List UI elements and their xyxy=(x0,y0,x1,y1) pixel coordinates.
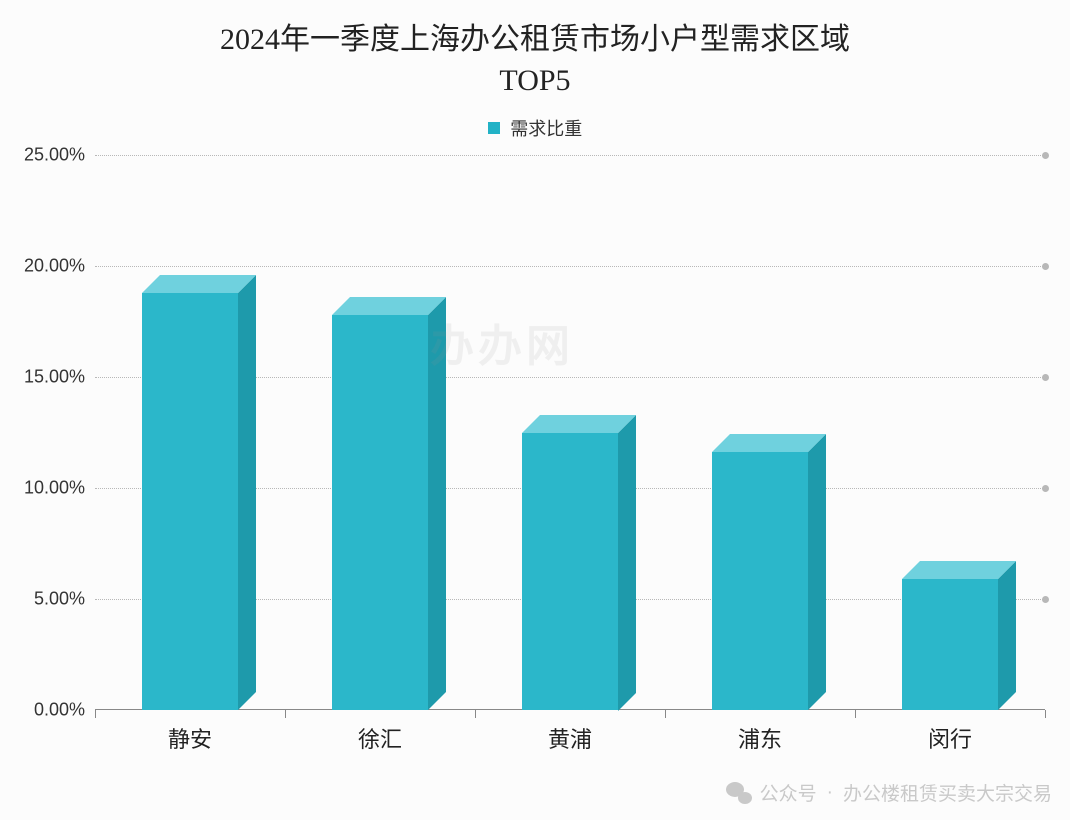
bar xyxy=(902,561,1016,710)
x-tick-label: 浦东 xyxy=(738,722,782,754)
bar xyxy=(142,275,256,710)
x-tick-label: 徐汇 xyxy=(358,722,402,754)
bar xyxy=(712,434,826,710)
x-tick-label: 黄浦 xyxy=(548,722,592,754)
legend-swatch xyxy=(488,122,500,134)
x-tick-mark xyxy=(95,710,96,718)
bar xyxy=(332,297,446,710)
legend: 需求比重 xyxy=(0,115,1070,141)
watermark: 办办网 xyxy=(430,310,574,374)
bar-front-face xyxy=(522,433,618,711)
bar-top-face xyxy=(332,297,446,315)
y-tick-label: 5.00% xyxy=(34,589,85,610)
chart-title-line2: TOP5 xyxy=(0,61,1070,102)
y-tick-label: 20.00% xyxy=(24,256,85,277)
y-tick-label: 10.00% xyxy=(24,478,85,499)
bar-front-face xyxy=(142,293,238,710)
bar-side-face xyxy=(618,415,636,711)
x-tick-label: 闵行 xyxy=(928,722,972,754)
x-tick-mark xyxy=(475,710,476,718)
legend-label: 需求比重 xyxy=(510,119,582,139)
credit-separator: · xyxy=(827,782,833,804)
x-tick-label: 静安 xyxy=(168,722,212,754)
y-tick-label: 25.00% xyxy=(24,145,85,166)
y-tick-label: 0.00% xyxy=(34,700,85,721)
gridline-end-dot xyxy=(1042,152,1049,159)
x-tick-mark xyxy=(285,710,286,718)
bar-top-face xyxy=(522,415,636,433)
chart-container: 2024年一季度上海办公租赁市场小户型需求区域 TOP5 需求比重 0.00%5… xyxy=(0,0,1070,820)
credit-name: 办公楼租赁买卖大宗交易 xyxy=(843,779,1052,806)
x-tick-mark xyxy=(1045,710,1046,718)
bar-top-face xyxy=(142,275,256,293)
bar-side-face xyxy=(238,275,256,710)
y-tick-label: 15.00% xyxy=(24,367,85,388)
gridline-end-dot xyxy=(1042,374,1049,381)
bar-side-face xyxy=(998,561,1016,710)
x-tick-mark xyxy=(665,710,666,718)
gridline-end-dot xyxy=(1042,263,1049,270)
bar-top-face xyxy=(902,561,1016,579)
credit-prefix: 公众号 xyxy=(760,779,817,806)
bar-front-face xyxy=(332,315,428,710)
plot-area: 0.00%5.00%10.00%15.00%20.00%25.00%静安徐汇黄浦… xyxy=(95,155,1045,710)
chart-title: 2024年一季度上海办公租赁市场小户型需求区域 TOP5 xyxy=(0,20,1070,101)
chart-title-line1: 2024年一季度上海办公租赁市场小户型需求区域 xyxy=(0,20,1070,61)
gridline xyxy=(95,155,1045,156)
credit-bar: 公众号 · 办公楼租赁买卖大宗交易 xyxy=(726,779,1052,806)
x-tick-mark xyxy=(855,710,856,718)
bar-front-face xyxy=(712,452,808,710)
gridline xyxy=(95,266,1045,267)
gridline-end-dot xyxy=(1042,485,1049,492)
bar-side-face xyxy=(808,434,826,710)
bar-front-face xyxy=(902,579,998,710)
gridline-end-dot xyxy=(1042,596,1049,603)
wechat-icon xyxy=(726,782,752,804)
bar xyxy=(522,415,636,711)
bar-top-face xyxy=(712,434,826,452)
